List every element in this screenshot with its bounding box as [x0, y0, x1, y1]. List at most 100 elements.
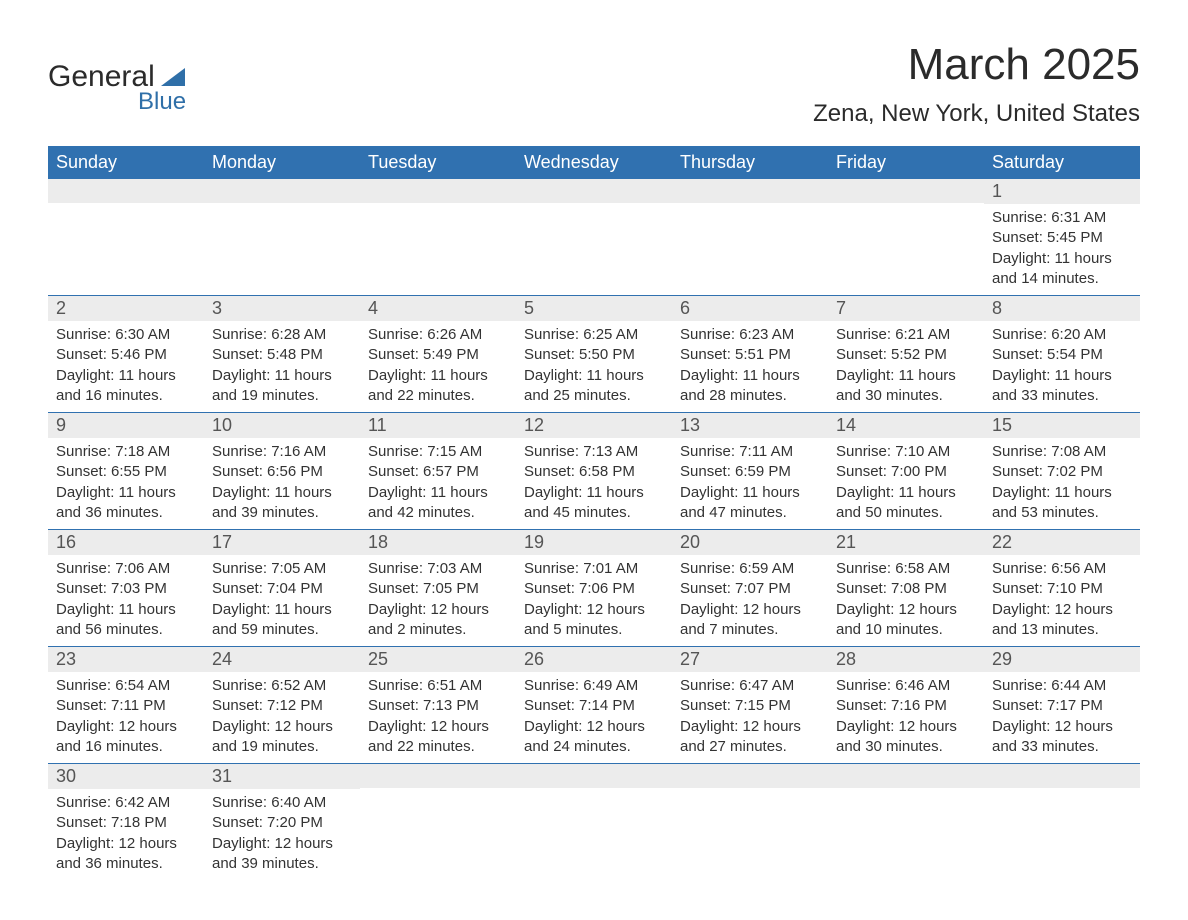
sunrise-line: Sunrise: 7:11 AM — [680, 442, 820, 462]
day-cell: 1Sunrise: 6:31 AMSunset: 5:45 PMDaylight… — [984, 179, 1140, 295]
sunset-line: Sunset: 7:13 PM — [368, 696, 508, 716]
location-subtitle: Zena, New York, United States — [813, 100, 1140, 128]
page-header: General Blue March 2025 Zena, New York, … — [48, 40, 1140, 128]
day-details: Sunrise: 6:25 AMSunset: 5:50 PMDaylight:… — [516, 321, 672, 412]
day-number: 4 — [360, 296, 516, 321]
day-number — [360, 179, 516, 203]
day-number: 27 — [672, 647, 828, 672]
sunrise-line: Sunrise: 6:58 AM — [836, 559, 976, 579]
day-cell: 29Sunrise: 6:44 AMSunset: 7:17 PMDayligh… — [984, 647, 1140, 763]
daylight-line2: and 45 minutes. — [524, 503, 664, 523]
day-cell: 2Sunrise: 6:30 AMSunset: 5:46 PMDaylight… — [48, 296, 204, 412]
sunset-line: Sunset: 5:51 PM — [680, 345, 820, 365]
day-number — [516, 179, 672, 203]
month-title: March 2025 — [813, 40, 1140, 90]
daylight-line1: Daylight: 12 hours — [836, 600, 976, 620]
day-cell-empty — [672, 764, 828, 880]
sunrise-line: Sunrise: 6:56 AM — [992, 559, 1132, 579]
day-details: Sunrise: 7:08 AMSunset: 7:02 PMDaylight:… — [984, 438, 1140, 529]
sunrise-line: Sunrise: 6:30 AM — [56, 325, 196, 345]
sunset-line: Sunset: 6:59 PM — [680, 462, 820, 482]
daylight-line2: and 14 minutes. — [992, 269, 1132, 289]
sunrise-line: Sunrise: 7:16 AM — [212, 442, 352, 462]
day-details — [360, 203, 516, 283]
day-number — [984, 764, 1140, 788]
daylight-line2: and 47 minutes. — [680, 503, 820, 523]
day-details: Sunrise: 7:06 AMSunset: 7:03 PMDaylight:… — [48, 555, 204, 646]
logo-triangle-icon — [161, 68, 185, 86]
daylight-line1: Daylight: 12 hours — [524, 600, 664, 620]
day-details: Sunrise: 6:21 AMSunset: 5:52 PMDaylight:… — [828, 321, 984, 412]
week-row: 23Sunrise: 6:54 AMSunset: 7:11 PMDayligh… — [48, 646, 1140, 763]
day-cell: 16Sunrise: 7:06 AMSunset: 7:03 PMDayligh… — [48, 530, 204, 646]
sunrise-line: Sunrise: 6:31 AM — [992, 208, 1132, 228]
daylight-line1: Daylight: 11 hours — [836, 483, 976, 503]
day-details: Sunrise: 6:52 AMSunset: 7:12 PMDaylight:… — [204, 672, 360, 763]
day-number: 17 — [204, 530, 360, 555]
daylight-line2: and 25 minutes. — [524, 386, 664, 406]
sunset-line: Sunset: 7:06 PM — [524, 579, 664, 599]
sunset-line: Sunset: 7:15 PM — [680, 696, 820, 716]
daylight-line1: Daylight: 12 hours — [992, 600, 1132, 620]
day-details: Sunrise: 6:56 AMSunset: 7:10 PMDaylight:… — [984, 555, 1140, 646]
daylight-line2: and 22 minutes. — [368, 386, 508, 406]
weekday-header: Wednesday — [516, 146, 672, 179]
day-cell-empty — [516, 179, 672, 295]
week-row: 30Sunrise: 6:42 AMSunset: 7:18 PMDayligh… — [48, 763, 1140, 880]
day-number: 15 — [984, 413, 1140, 438]
day-cell: 17Sunrise: 7:05 AMSunset: 7:04 PMDayligh… — [204, 530, 360, 646]
sunset-line: Sunset: 5:50 PM — [524, 345, 664, 365]
sunrise-line: Sunrise: 7:01 AM — [524, 559, 664, 579]
sunrise-line: Sunrise: 7:08 AM — [992, 442, 1132, 462]
day-number: 8 — [984, 296, 1140, 321]
daylight-line2: and 16 minutes. — [56, 386, 196, 406]
day-cell: 22Sunrise: 6:56 AMSunset: 7:10 PMDayligh… — [984, 530, 1140, 646]
day-cell: 7Sunrise: 6:21 AMSunset: 5:52 PMDaylight… — [828, 296, 984, 412]
day-number: 26 — [516, 647, 672, 672]
day-cell: 27Sunrise: 6:47 AMSunset: 7:15 PMDayligh… — [672, 647, 828, 763]
weekday-header: Tuesday — [360, 146, 516, 179]
day-cell-empty — [828, 179, 984, 295]
day-details — [672, 203, 828, 283]
day-details — [516, 203, 672, 283]
day-number: 9 — [48, 413, 204, 438]
day-number: 18 — [360, 530, 516, 555]
sunset-line: Sunset: 5:54 PM — [992, 345, 1132, 365]
sunset-line: Sunset: 7:17 PM — [992, 696, 1132, 716]
sunset-line: Sunset: 7:12 PM — [212, 696, 352, 716]
day-number: 11 — [360, 413, 516, 438]
day-details: Sunrise: 6:54 AMSunset: 7:11 PMDaylight:… — [48, 672, 204, 763]
day-number — [672, 764, 828, 788]
daylight-line1: Daylight: 11 hours — [992, 483, 1132, 503]
day-number: 30 — [48, 764, 204, 789]
daylight-line1: Daylight: 11 hours — [212, 600, 352, 620]
daylight-line2: and 7 minutes. — [680, 620, 820, 640]
weekday-header: Saturday — [984, 146, 1140, 179]
day-details: Sunrise: 7:15 AMSunset: 6:57 PMDaylight:… — [360, 438, 516, 529]
day-cell: 21Sunrise: 6:58 AMSunset: 7:08 PMDayligh… — [828, 530, 984, 646]
daylight-line1: Daylight: 11 hours — [56, 600, 196, 620]
day-number: 10 — [204, 413, 360, 438]
day-details: Sunrise: 6:31 AMSunset: 5:45 PMDaylight:… — [984, 204, 1140, 295]
day-details: Sunrise: 7:05 AMSunset: 7:04 PMDaylight:… — [204, 555, 360, 646]
day-details: Sunrise: 6:47 AMSunset: 7:15 PMDaylight:… — [672, 672, 828, 763]
day-details: Sunrise: 6:58 AMSunset: 7:08 PMDaylight:… — [828, 555, 984, 646]
sunset-line: Sunset: 6:56 PM — [212, 462, 352, 482]
day-cell-empty — [672, 179, 828, 295]
day-number — [828, 179, 984, 203]
daylight-line2: and 2 minutes. — [368, 620, 508, 640]
daylight-line1: Daylight: 12 hours — [212, 834, 352, 854]
day-cell-empty — [204, 179, 360, 295]
day-number — [672, 179, 828, 203]
day-cell-empty — [360, 764, 516, 880]
sunrise-line: Sunrise: 7:13 AM — [524, 442, 664, 462]
day-number — [48, 179, 204, 203]
day-details — [984, 788, 1140, 868]
day-cell: 23Sunrise: 6:54 AMSunset: 7:11 PMDayligh… — [48, 647, 204, 763]
day-cell: 6Sunrise: 6:23 AMSunset: 5:51 PMDaylight… — [672, 296, 828, 412]
logo: General Blue — [48, 60, 186, 116]
sunrise-line: Sunrise: 7:10 AM — [836, 442, 976, 462]
day-cell: 28Sunrise: 6:46 AMSunset: 7:16 PMDayligh… — [828, 647, 984, 763]
daylight-line2: and 36 minutes. — [56, 854, 196, 874]
day-cell-empty — [984, 764, 1140, 880]
